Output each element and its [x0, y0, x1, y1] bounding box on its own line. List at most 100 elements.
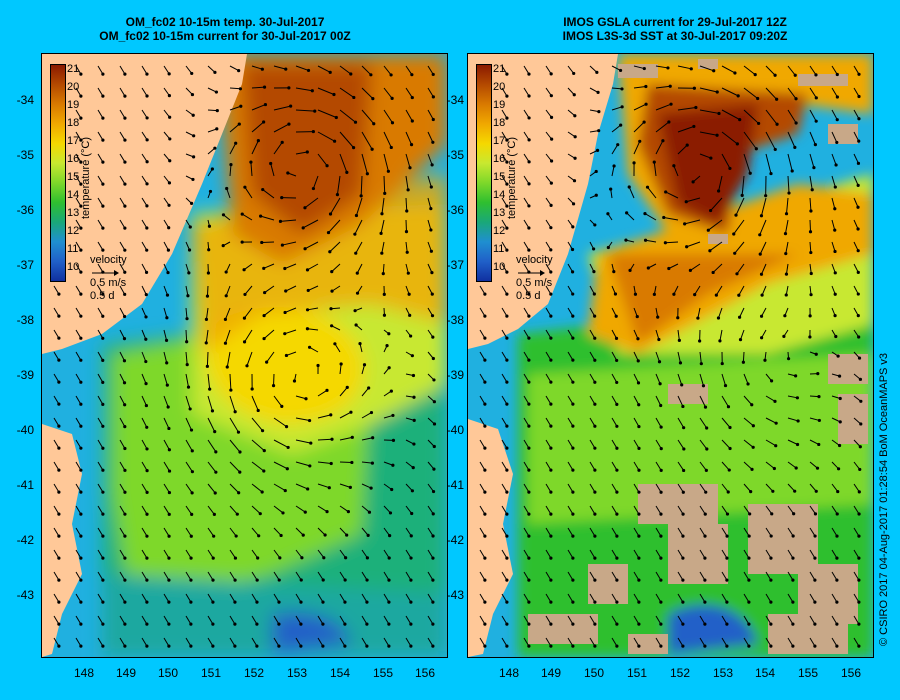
land-tasmania — [42, 424, 82, 657]
velocity-arrow — [743, 153, 751, 174]
velocity-arrow — [721, 483, 729, 493]
velocity-arrow-head — [795, 396, 799, 400]
velocity-arrow-head — [365, 578, 369, 582]
velocity-arrow-head — [571, 490, 575, 494]
velocity-arrow — [317, 438, 333, 441]
velocity-arrow-head — [205, 364, 209, 368]
velocity-arrow — [655, 85, 671, 89]
velocity-arrow-head — [192, 134, 196, 138]
velocity-arrow — [273, 483, 286, 492]
velocity-arrow — [251, 461, 265, 472]
velocity-arrow-head — [431, 489, 436, 494]
velocity-arrow — [381, 241, 385, 254]
velocity-arrow — [831, 65, 838, 75]
velocity-arrow-head — [833, 292, 837, 296]
velocity-arrow — [405, 109, 413, 122]
velocity-arrow-head — [224, 294, 228, 298]
velocity-arrow-head — [633, 292, 638, 296]
velocity-arrow — [677, 125, 695, 133]
velocity-arrow-head — [856, 161, 861, 165]
velocity-arrow-head — [596, 90, 600, 95]
velocity-arrow — [163, 439, 170, 450]
velocity-arrow — [284, 263, 297, 269]
velocity-arrow-head — [145, 469, 149, 473]
lat-label-right: -39 — [446, 368, 464, 382]
velocity-arrow — [677, 329, 680, 341]
velocity-arrow — [708, 219, 723, 231]
velocity-arrow-head — [659, 468, 663, 472]
velocity-arrow-head — [527, 226, 531, 230]
velocity-arrow-head — [383, 191, 387, 195]
lon-label-right: 156 — [840, 666, 862, 680]
velocity-arrow-head — [856, 227, 860, 231]
velocity-arrow — [224, 307, 231, 320]
velocity-arrow-head — [238, 87, 243, 91]
left-map-panel[interactable]: 21 20 19 18 17 16 15 14 13 12 11 10 temp… — [41, 53, 448, 658]
velocity-arrow-head — [725, 600, 729, 604]
lat-label-left: -37 — [16, 258, 34, 272]
velocity-arrow-head — [746, 382, 750, 386]
velocity-arrow-head — [701, 384, 706, 388]
velocity-arrow-head — [259, 214, 263, 218]
velocity-arrow-head — [123, 556, 127, 560]
velocity-arrow-head — [263, 290, 267, 295]
velocity-arrow-head — [430, 271, 434, 275]
velocity-arrow-head — [527, 204, 531, 208]
velocity-arrow-head — [79, 534, 83, 538]
velocity-arrow — [141, 329, 147, 340]
lat-label-right: -40 — [446, 423, 464, 437]
velocity-arrow-head — [255, 622, 259, 626]
velocity-arrow-head — [549, 72, 553, 76]
velocity-arrow-head — [213, 70, 217, 74]
velocity-arrow-head — [287, 86, 291, 90]
velocity-arrow — [694, 285, 701, 295]
velocity-arrow-head — [123, 94, 127, 98]
velocity-arrow — [229, 87, 241, 90]
velocity-arrow-head — [505, 292, 509, 296]
velocity-arrow-head — [432, 444, 436, 449]
velocity-arrow-head — [235, 512, 239, 516]
velocity-arrow — [339, 363, 342, 375]
velocity-arrow-head — [167, 203, 171, 207]
velocity-arrow-head — [646, 266, 650, 270]
velocity-arrow — [163, 307, 168, 318]
velocity-arrow — [787, 461, 797, 469]
velocity-arrow-head — [834, 163, 838, 167]
velocity-arrow — [427, 219, 432, 231]
velocity-arrow-head — [233, 578, 237, 582]
velocity-arrow-head — [837, 374, 842, 378]
velocity-arrow-head — [189, 600, 193, 604]
velocity-arrow — [709, 241, 723, 252]
velocity-arrow-head — [260, 490, 264, 494]
velocity-arrow — [405, 65, 413, 75]
velocity-arrow-head — [262, 85, 267, 89]
right-map-panel[interactable]: 21 20 19 18 17 16 15 14 13 12 11 10 temp… — [467, 53, 874, 658]
velocity-arrow — [229, 395, 236, 412]
velocity-arrow-head — [794, 97, 798, 101]
velocity-arrow-head — [300, 556, 304, 560]
velocity-arrow-head — [101, 314, 105, 318]
velocity-arrow — [765, 131, 776, 150]
velocity-arrow-head — [79, 160, 83, 164]
velocity-arrow — [295, 109, 315, 112]
velocity-arrow — [246, 351, 253, 366]
velocity-arrow — [677, 65, 692, 70]
velocity-arrow-head — [101, 336, 105, 340]
velocity-arrow-head — [813, 556, 817, 560]
velocity-arrow-head — [167, 181, 172, 185]
velocity-arrow-head — [680, 383, 684, 387]
velocity-arrow-head — [311, 186, 316, 191]
velocity-arrow-head — [835, 72, 839, 77]
velocity-arrow — [699, 417, 708, 429]
velocity-arrow-head — [354, 251, 358, 255]
velocity-arrow-head — [571, 622, 575, 626]
velocity-arrow — [251, 395, 259, 411]
velocity-arrow-head — [681, 578, 685, 582]
velocity-arrow-head — [572, 93, 576, 97]
velocity-arrow-head — [123, 226, 127, 230]
velocity-arrow-head — [261, 187, 265, 192]
velocity-arrow-head — [122, 337, 127, 341]
velocity-arrow-head — [79, 468, 83, 472]
velocity-arrow-head — [212, 534, 216, 538]
velocity-duration: 0.5 d — [90, 290, 115, 302]
